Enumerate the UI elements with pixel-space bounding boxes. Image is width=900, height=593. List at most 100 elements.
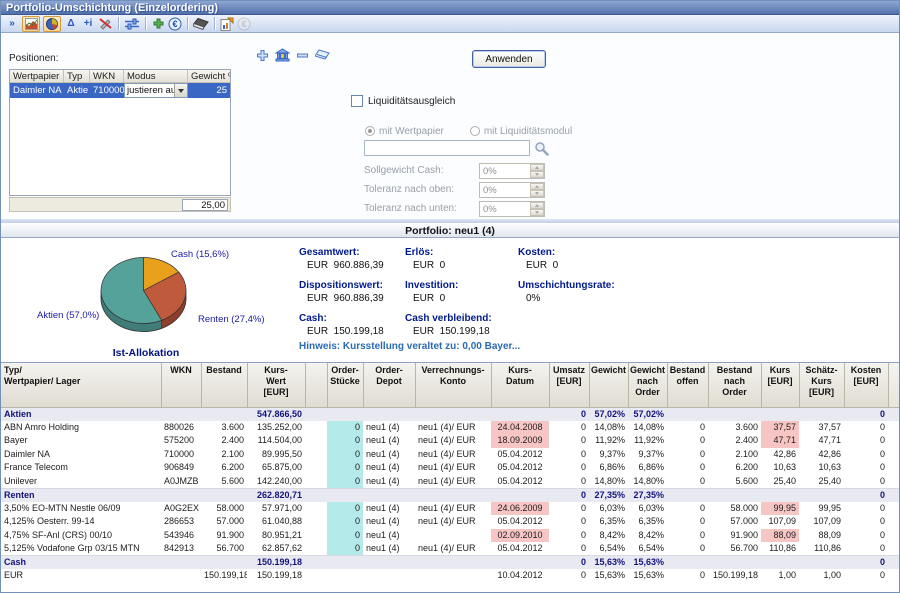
column-header[interactable]: WKN — [161, 363, 202, 408]
column-header[interactable]: Bestand offen — [667, 363, 709, 408]
column-header[interactable]: Bestand — [201, 363, 248, 408]
splitter[interactable] — [1, 219, 899, 223]
remove-position-icon[interactable] — [296, 49, 309, 62]
security-row[interactable]: 5,125% Vodafone Grp 03/15 MTN 842913 56.70… — [1, 542, 899, 556]
spin-up-button[interactable] — [530, 202, 544, 209]
cell-blank — [305, 529, 327, 543]
column-header[interactable]: Typ/ Wertpapier/ Lager — [1, 363, 162, 408]
security-row[interactable]: 3,50% EO-MTN Nestle 06/09 A0G2EX 58.000 57.… — [1, 501, 899, 516]
column-header[interactable]: WKN — [90, 70, 124, 83]
cell-schaetz — [799, 406, 844, 421]
chart-view-icon[interactable] — [22, 15, 40, 32]
cell-bestand: 2.400 — [221, 435, 244, 446]
wertpapier-search-input[interactable] — [364, 140, 530, 156]
export-report-icon[interactable] — [220, 16, 234, 32]
column-header[interactable]: Wertpapier — [10, 70, 64, 83]
column-header[interactable]: Schätz- Kurs [EUR] — [799, 363, 845, 408]
column-header[interactable] — [888, 363, 899, 408]
positions-row[interactable]: Daimler NA Aktie 710000 justieren auf 25 — [10, 83, 230, 98]
column-header[interactable]: Umsatz [EUR] — [549, 363, 590, 408]
chevron-up-icon — [535, 204, 539, 207]
security-row[interactable]: France Telecom 906849 6.200 65.875,00 0 neu1 … — [1, 461, 899, 475]
cell-fill — [888, 487, 899, 502]
adjust-weights-icon[interactable] — [124, 16, 140, 32]
clear-positions-icon[interactable] — [315, 49, 330, 61]
add-position-icon[interactable] — [256, 49, 269, 62]
security-row[interactable]: 4,75% SF-Anl (CRS) 00/10 543946 91.900 80.9… — [1, 528, 899, 543]
column-header[interactable]: Kurs- Wert [EUR] — [247, 363, 306, 408]
security-row[interactable]: Bayer 575200 2.400 114.504,00 0 neu1 (4) neu1 … — [1, 434, 899, 448]
cell-datum — [491, 555, 549, 569]
summary-item: Umschichtungsrate: 0% — [518, 280, 615, 304]
cell-depot: neu1 (4) — [366, 516, 400, 527]
cell-bestand: 5.600 — [221, 475, 244, 486]
add-icon[interactable] — [151, 16, 165, 32]
spin-down-button[interactable] — [530, 190, 544, 197]
column-header[interactable]: Verrechnungs- Konto — [415, 363, 492, 408]
euro-disabled-icon[interactable]: € — [237, 16, 251, 32]
cell-schaetz: 42,86 — [818, 448, 841, 459]
spin-up-button[interactable] — [530, 164, 544, 171]
column-header[interactable]: Modus — [124, 70, 188, 83]
cell-gewicht_nach: 8,42% — [638, 529, 664, 540]
cell-gewicht: 9,37% — [599, 448, 625, 459]
euro-check-icon[interactable]: € — [168, 16, 182, 32]
security-row[interactable]: Unilever A0JMZB 5.600 142.240,00 0 neu1 (4) ne… — [1, 474, 899, 488]
security-row[interactable]: EUR 150.199,18 150.199,18 10.04.2012 0 15,63%… — [1, 569, 899, 583]
anwenden-button[interactable]: Anwenden — [472, 50, 546, 68]
modus-combobox[interactable]: justieren auf — [124, 83, 188, 98]
cell-gewicht: 11,92% — [595, 435, 625, 446]
cell-schaetz: 1,00 — [823, 570, 841, 581]
cell-umsatz: 0 — [580, 516, 586, 527]
delta-icon[interactable]: Δ — [67, 18, 75, 29]
show-more-icon[interactable]: » — [9, 18, 15, 29]
security-row[interactable]: ABN Amro Holding 880026 3.600 135.252,00 0 ne… — [1, 420, 899, 435]
column-header[interactable]: Kurs [EUR] — [761, 363, 800, 408]
spin-down-button[interactable] — [530, 209, 544, 216]
edit-disabled-icon[interactable] — [98, 16, 113, 32]
search-icon[interactable] — [534, 141, 550, 159]
cell-bestand_nach: 57.000 — [730, 516, 758, 527]
column-header[interactable]: Order- Depot — [363, 363, 416, 408]
mit-wertpapier-radio[interactable]: mit Wertpapier — [365, 126, 444, 137]
chevron-up-icon — [535, 185, 539, 188]
erase-icon[interactable] — [193, 16, 209, 32]
add-info-icon[interactable]: +i — [83, 18, 93, 29]
spin-up-button[interactable] — [530, 183, 544, 190]
toleranz-oben-input[interactable] — [480, 183, 530, 197]
cell-gewicht: 15,63% — [594, 570, 625, 581]
column-header[interactable]: Kurs- Datum — [491, 363, 550, 408]
liquiditaetsausgleich-checkbox[interactable] — [351, 95, 363, 107]
spin-down-button[interactable] — [530, 171, 544, 178]
column-header[interactable]: Typ — [64, 70, 90, 83]
column-header[interactable]: Order- Stücke — [327, 363, 364, 408]
cell-wkn — [161, 555, 201, 569]
column-header[interactable]: Bestand nach Order — [708, 363, 762, 408]
security-row[interactable]: 4,125% Oesterr. 99-14 286653 57.000 61.040,… — [1, 515, 899, 529]
cell-blank — [305, 421, 327, 435]
column-header[interactable]: Gewicht % — [188, 70, 230, 83]
toleranz-unten-input[interactable] — [480, 202, 530, 216]
cell-konto: neu1 (4)/ EUR — [418, 475, 476, 486]
combobox-dropdown-button[interactable] — [174, 84, 187, 97]
cell-blank — [305, 487, 327, 502]
column-header[interactable]: Gewicht nach Order — [628, 363, 668, 408]
cell-gewicht: 25 — [188, 83, 230, 98]
group-row[interactable]: Cash 150.199,18 0 15,63% 15,63% 0 — [1, 555, 899, 569]
cell-umsatz: 0 — [549, 406, 589, 421]
portfolio-header: Portfolio: neu1 (4) — [1, 223, 899, 238]
security-row[interactable]: Daimler NA 710000 2.100 89.995,50 0 neu1 (4) n… — [1, 447, 899, 462]
column-header[interactable]: Kosten [EUR] — [844, 363, 889, 408]
cell-umsatz: 0 — [580, 475, 586, 486]
cell-fill — [888, 502, 899, 516]
column-header[interactable] — [305, 363, 328, 408]
mit-liquiditaetsmodul-radio[interactable]: mit Liquiditätsmodul — [469, 126, 572, 137]
column-header[interactable]: Gewicht — [589, 363, 629, 408]
pie-view-icon[interactable] — [43, 15, 61, 32]
group-row[interactable]: Renten 262.820,71 0 27,35% 27,35% 0 — [1, 487, 899, 502]
cell-blank — [305, 448, 327, 462]
cell-umsatz: 0 — [580, 502, 586, 513]
sollgewicht-cash-input[interactable] — [480, 164, 530, 178]
add-from-depot-icon[interactable] — [275, 48, 290, 62]
group-row[interactable]: Aktien 547.866,50 0 57,02% 57,02% 0 — [1, 406, 899, 421]
